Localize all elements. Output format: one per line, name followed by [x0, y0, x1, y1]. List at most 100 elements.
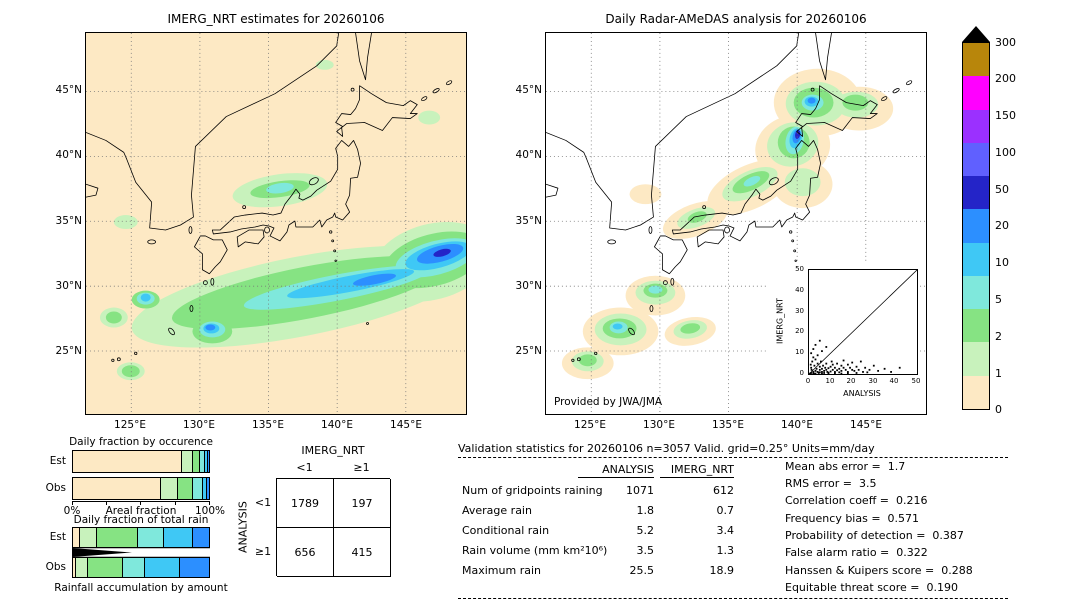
inset-x-tick: 40	[889, 377, 899, 385]
bar-segment	[200, 451, 205, 472]
colorbar-cell	[963, 176, 989, 210]
right-map-lat-tick: 40°N	[515, 149, 542, 161]
scatter-point	[898, 366, 901, 369]
bar-segment	[206, 478, 209, 499]
colorbar-label: 10	[995, 256, 1009, 269]
validation-row-label: Rain volume (mm km²10⁶)	[462, 544, 608, 557]
bar-segment	[192, 451, 201, 472]
scatter-point	[816, 371, 819, 373]
scatter-point	[825, 346, 828, 348]
bar-segment	[207, 451, 209, 472]
scatter-point	[812, 348, 815, 350]
scatter-point	[812, 371, 815, 373]
scatter-point	[809, 372, 811, 374]
scatter-point	[877, 369, 880, 372]
colorbar-label: 300	[995, 36, 1016, 49]
scatter-point	[862, 371, 864, 373]
scatter-point	[855, 372, 858, 374]
contingency-row-header: ≥1	[254, 545, 272, 558]
scatter-point	[810, 372, 813, 374]
contingency-col-header: ≥1	[353, 461, 370, 474]
scatter-point	[823, 369, 826, 372]
totalrain-bar-est	[72, 527, 210, 548]
inset-scatter: 0 10 20 30 40 50 0 10 20 30 40 50 ANALYS…	[768, 263, 920, 413]
colorbar-cells	[962, 42, 990, 410]
inset-y-axis-label: IMERG_NRT	[775, 298, 785, 344]
scatter-point	[818, 339, 821, 342]
stat-value: 0.322	[896, 546, 928, 559]
right-map-lat-tick: 30°N	[515, 280, 542, 292]
bar-segment	[73, 558, 77, 577]
divider-bottom	[458, 598, 1008, 599]
bar-segment	[145, 558, 181, 577]
stat-value: 0.216	[896, 494, 928, 507]
bar-segment	[123, 558, 146, 577]
scatter-point	[810, 352, 813, 355]
bar-segment	[180, 558, 209, 577]
inset-x-tick: 30	[868, 377, 878, 385]
scatter-point	[821, 367, 823, 370]
scatter-point	[851, 368, 854, 371]
scatter-point	[836, 362, 838, 365]
scatter-point	[846, 371, 849, 373]
colorbar-cell	[963, 109, 989, 143]
right-map-lon-tick: 125°E	[574, 419, 606, 431]
left-map-lon-tick: 135°E	[252, 419, 284, 431]
bar-segment	[73, 451, 182, 472]
occurrence-x-axis-label: Areal fraction	[105, 505, 177, 517]
stat-line: Mean abs error = 1.7	[785, 460, 905, 473]
right-map-lon-tick: 145°E	[850, 419, 882, 431]
scatter-point	[857, 368, 860, 371]
stat-label: Hanssen & Kuipers score =	[785, 564, 935, 577]
scatter-point	[809, 363, 812, 366]
validation-value-analysis: 25.5	[629, 564, 655, 577]
right-map-lat-tick: 45°N	[515, 84, 542, 96]
stat-label: False alarm ratio =	[785, 546, 890, 559]
totalrain-row-label-est: Est	[49, 531, 66, 543]
scatter-point	[840, 372, 843, 374]
inset-y-tick: 40	[795, 286, 804, 294]
inset-y-tick: 30	[795, 307, 804, 315]
colorbar-label: 100	[995, 146, 1016, 159]
scatter-point	[834, 372, 836, 374]
stat-value: 0.387	[932, 529, 964, 542]
right-map-lon-tick: 135°E	[712, 419, 744, 431]
scatter-point	[831, 363, 834, 366]
stat-line: RMS error = 3.5	[785, 477, 876, 490]
contingency-table: 1789 197 656 415	[276, 478, 391, 577]
right-map: 0 10 20 30 40 50 0 10 20 30 40 50 ANALYS…	[545, 32, 927, 415]
left-map-lon-tick: 145°E	[390, 419, 422, 431]
occurrence-x-max: 100%	[194, 505, 226, 517]
contingency-col-header: <1	[296, 461, 313, 474]
colorbar-cell	[963, 242, 989, 276]
scatter-point	[838, 371, 841, 374]
scatter-point	[812, 372, 815, 374]
left-map-lon-tick: 125°E	[114, 419, 146, 431]
contingency-row-header: <1	[254, 496, 272, 509]
bar-segment	[193, 478, 203, 499]
stat-label: RMS error =	[785, 477, 852, 490]
scatter-point	[821, 372, 823, 374]
scatter-point	[810, 366, 813, 369]
inset-x-axis-label: ANALYSIS	[843, 389, 881, 398]
bar-segment	[181, 451, 193, 472]
left-map-lat-tick: 30°N	[55, 280, 82, 292]
scatter-point	[811, 360, 814, 363]
scatter-point	[814, 358, 817, 361]
scatter-point	[829, 365, 832, 368]
left-map	[85, 32, 467, 415]
scatter-point	[855, 365, 858, 368]
scatter-point	[842, 359, 845, 362]
bar-segment	[192, 528, 209, 547]
contingency-cell: 1789	[277, 479, 334, 528]
scatter-point	[814, 372, 817, 374]
stat-line: Equitable threat score = 0.190	[785, 581, 958, 594]
scatter-point	[812, 356, 815, 359]
validation-row-label: Num of gridpoints raining	[462, 484, 603, 497]
scatter-point	[844, 368, 847, 371]
inset-plot-area	[808, 269, 918, 375]
validation-col-imerg: IMERG_NRT	[660, 463, 734, 479]
bar-segment	[161, 478, 178, 499]
bar-segment	[204, 451, 208, 472]
scatter-point	[823, 372, 826, 374]
